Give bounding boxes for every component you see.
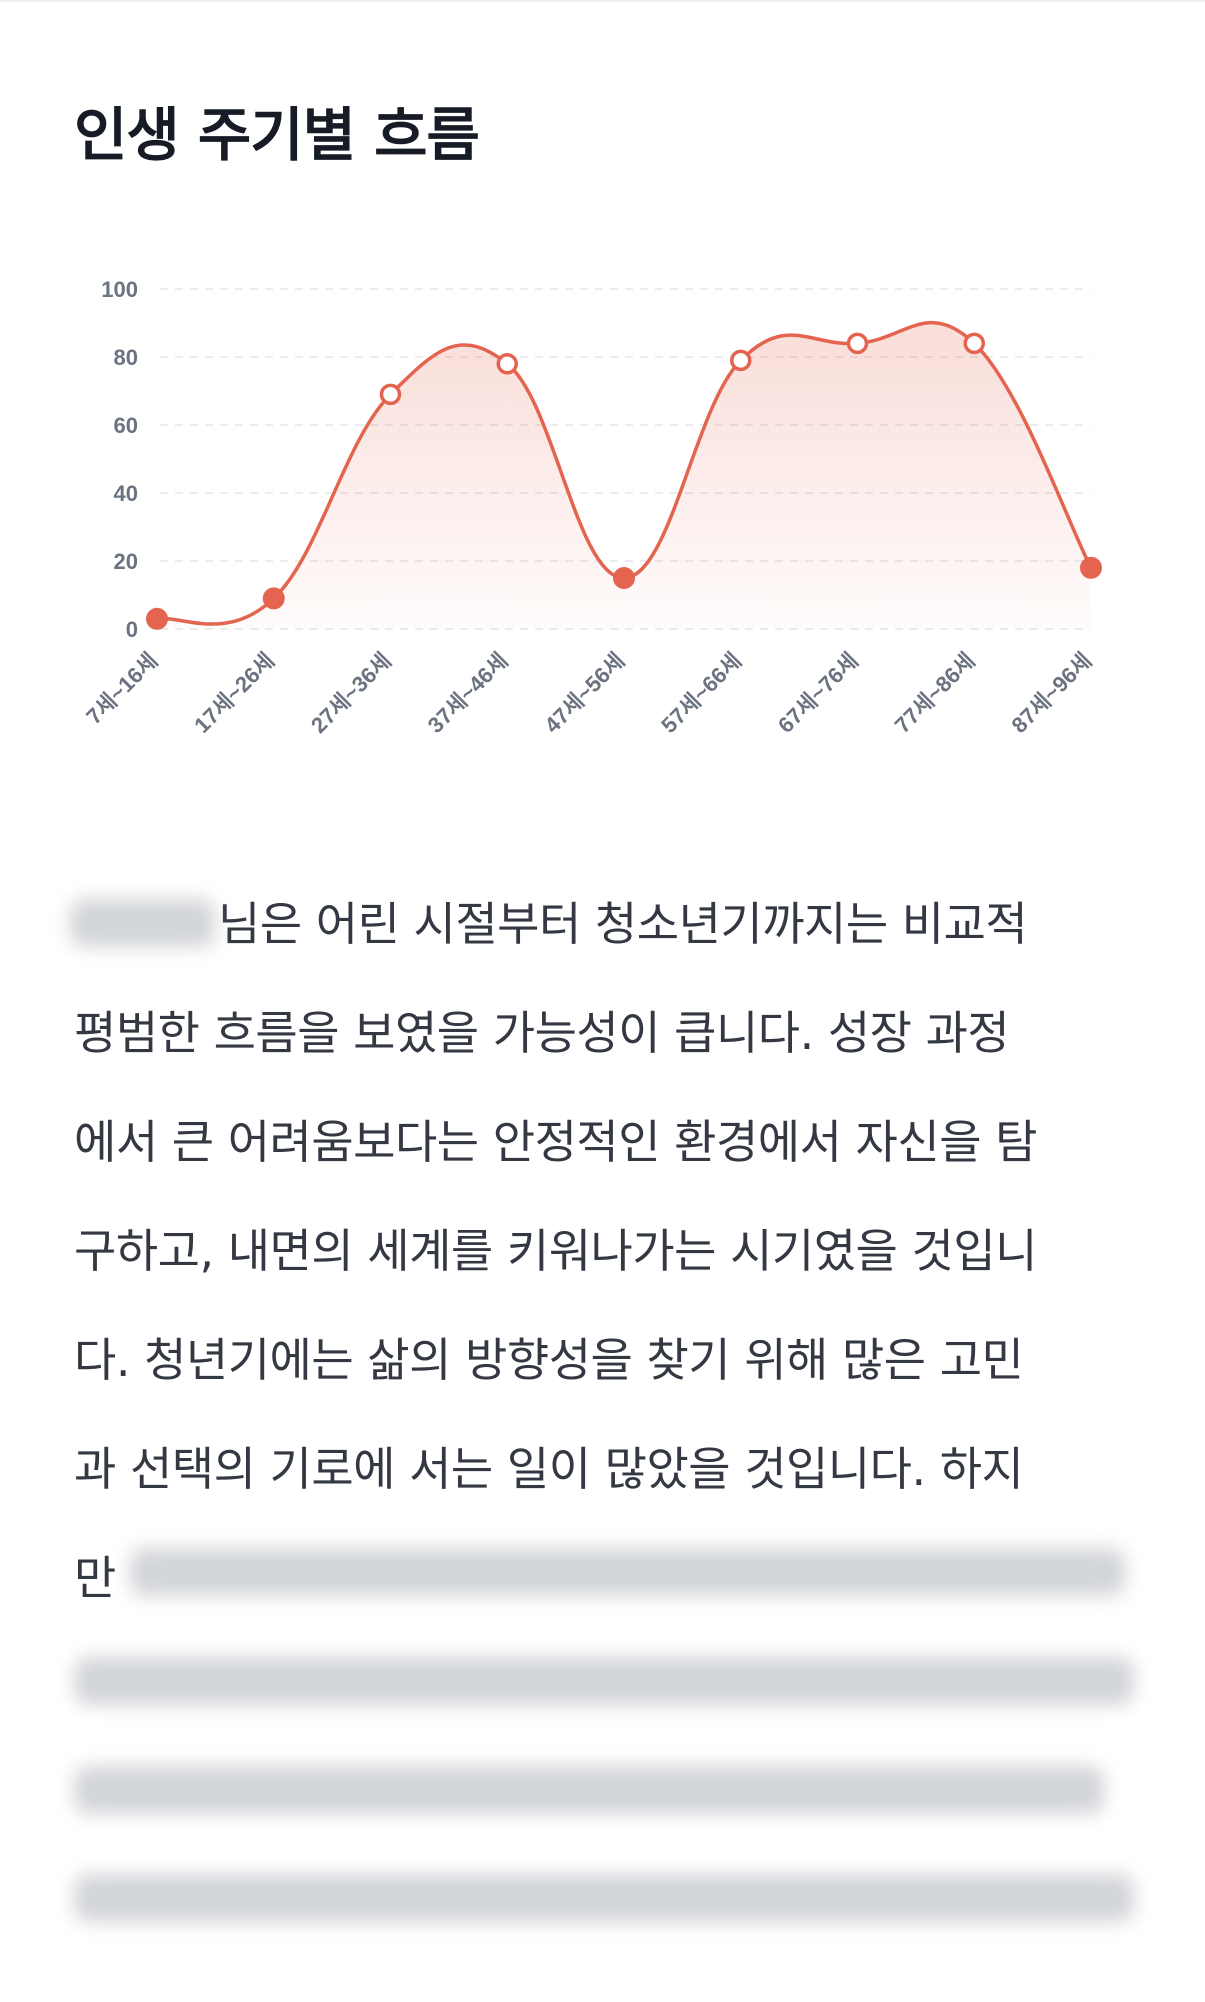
y-tick-label: 60	[114, 413, 138, 438]
x-tick-label: 47세~56세	[540, 648, 630, 738]
x-tick-label: 17세~26세	[189, 648, 279, 738]
chart: 0 20 40 60 80 100 7세~16세 17세~26세 27세~36세 37세~46세 4…	[81, 277, 1102, 738]
paragraph-line: 평범한 흐름을 보였을 가능성이 큽니다. 성장 과정	[74, 1006, 1010, 1060]
y-tick-label: 40	[114, 481, 138, 506]
x-tick-label: 37세~46세	[423, 648, 513, 738]
blurred-text	[74, 1874, 1134, 1922]
blurred-text	[130, 1548, 1125, 1596]
point	[846, 332, 869, 355]
x-tick-label: 27세~36세	[306, 648, 396, 738]
paragraph-line: 다. 청년기에는 삶의 방향성을 찾기 위해 많은 고민	[74, 1333, 1024, 1387]
y-tick-label: 20	[114, 549, 138, 574]
point	[1080, 556, 1102, 579]
x-tick-label: 67세~76세	[773, 648, 863, 738]
x-tick-label: 87세~96세	[1007, 648, 1097, 738]
point	[963, 332, 985, 355]
point	[613, 567, 635, 589]
y-tick-label: 80	[114, 345, 138, 370]
x-tick-label: 7세~16세	[81, 648, 162, 729]
point	[496, 353, 518, 375]
blurred-name	[70, 899, 215, 947]
paragraph-line: 에서 큰 어려움보다는 안정적인 환경에서 자신을 탐	[74, 1115, 1037, 1169]
y-tick-label: 0	[126, 617, 138, 642]
point	[379, 383, 402, 406]
paragraph-line: 만	[74, 1551, 116, 1605]
point	[146, 607, 168, 630]
chart-title: 인생 주기별 흐름	[74, 101, 480, 169]
paragraph-line: 구하고, 내면의 세계를 키워나가는 시기였을 것입니	[74, 1224, 1037, 1278]
x-tick-label: 57세~66세	[656, 648, 746, 738]
y-tick-label: 100	[101, 277, 138, 302]
blurred-text	[74, 1766, 1104, 1814]
point	[730, 349, 752, 372]
blurred-text	[74, 1657, 1134, 1705]
point	[262, 587, 285, 610]
x-tick-label: 77세~86세	[890, 648, 980, 738]
paragraph-line: 님은 어린 시절부터 청소년기까지는 비교적	[218, 897, 1028, 951]
paragraph-line: 과 선택의 기로에 서는 일이 많았을 것입니다. 하지	[74, 1442, 1024, 1496]
